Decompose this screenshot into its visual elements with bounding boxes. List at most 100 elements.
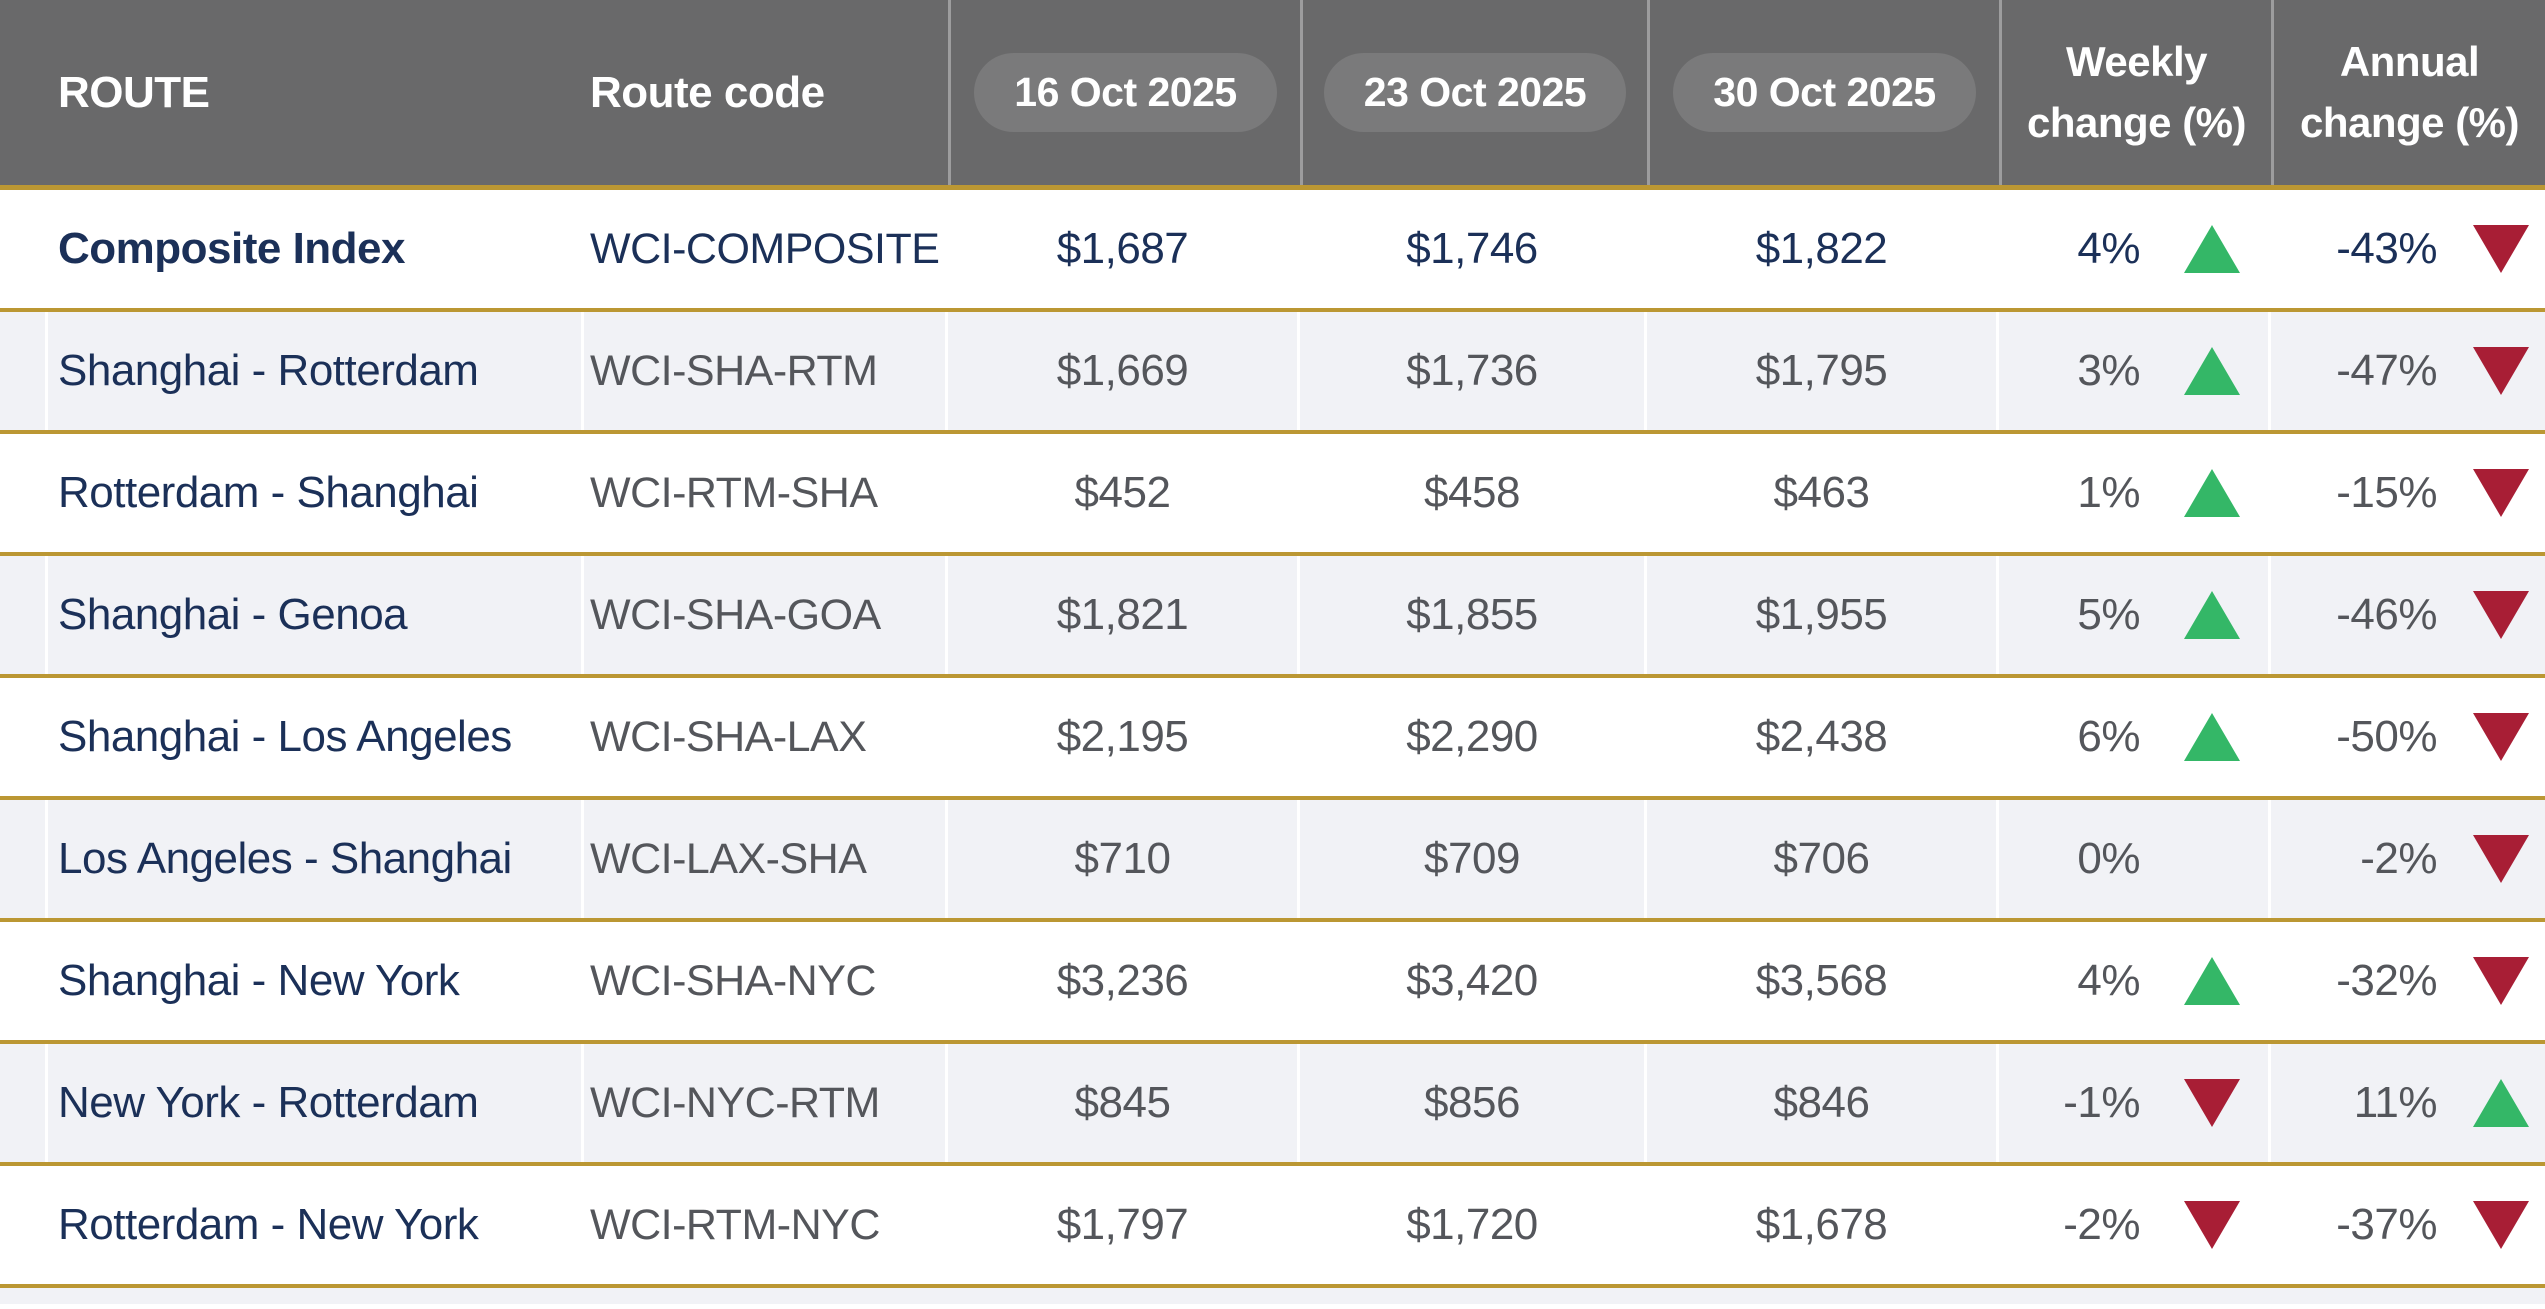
annual-change-label-line2: change (%) (2299, 98, 2520, 146)
route-name-cell: Shanghai - Rotterdam (48, 312, 584, 430)
weekly-change-cell: 4% (1999, 922, 2271, 1040)
table-row: New York - Rotterdam WCI-NYC-RTM $845 $8… (0, 1044, 2545, 1166)
price-cell-date-1: $3,236 (948, 922, 1300, 1040)
next-row-partial (0, 1288, 2545, 1304)
column-header-date-3: 30 Oct 2025 (1647, 0, 1999, 185)
annual-trend-arrow-icon (2473, 225, 2529, 273)
annual-trend-arrow-icon (2473, 591, 2529, 639)
table-row: Composite Index WCI-COMPOSITE $1,687 $1,… (0, 190, 2545, 312)
weekly-trend-arrow-icon (2184, 713, 2240, 761)
weekly-trend-arrow-icon (2184, 1201, 2240, 1249)
row-gutter (0, 1166, 48, 1284)
weekly-trend-arrow-icon (2184, 225, 2240, 273)
weekly-change-value: 4% (2077, 956, 2140, 1005)
table-row: Rotterdam - New York WCI-RTM-NYC $1,797 … (0, 1166, 2545, 1288)
annual-trend-arrow-icon (2473, 347, 2529, 395)
weekly-trend-arrow-icon (2184, 347, 2240, 395)
annual-change-cell: -50% (2271, 678, 2545, 796)
table-row: Shanghai - Los Angeles WCI-SHA-LAX $2,19… (0, 678, 2545, 800)
weekly-change-value: 5% (2077, 590, 2140, 639)
route-code-cell: WCI-LAX-SHA (584, 800, 948, 918)
annual-change-value: -32% (2336, 956, 2437, 1005)
annual-trend-arrow-icon (2473, 1201, 2529, 1249)
price-cell-date-2: $3,420 (1300, 922, 1647, 1040)
price-cell-date-1: $452 (948, 434, 1300, 552)
route-name-cell: Shanghai - New York (48, 922, 584, 1040)
table-row: Shanghai - Genoa WCI-SHA-GOA $1,821 $1,8… (0, 556, 2545, 678)
row-gutter (0, 800, 48, 918)
price-cell-date-2: $2,290 (1300, 678, 1647, 796)
route-name-cell: Los Angeles - Shanghai (48, 800, 584, 918)
price-cell-date-3: $463 (1647, 434, 1999, 552)
annual-change-cell: -37% (2271, 1166, 2545, 1284)
weekly-change-value: 3% (2077, 346, 2140, 395)
weekly-trend-arrow-icon (2184, 957, 2240, 1005)
weekly-change-value: 6% (2077, 712, 2140, 761)
route-code-cell: WCI-COMPOSITE (584, 190, 948, 308)
annual-change-value: -46% (2336, 590, 2437, 639)
price-cell-date-3: $1,795 (1647, 312, 1999, 430)
annual-change-value: -43% (2336, 224, 2437, 273)
annual-trend-arrow-icon (2473, 469, 2529, 517)
annual-change-value: 11% (2353, 1078, 2438, 1127)
route-code-cell: WCI-SHA-LAX (584, 678, 948, 796)
weekly-change-cell: -1% (1999, 1044, 2271, 1162)
weekly-change-cell: 3% (1999, 312, 2271, 430)
weekly-change-value: 1% (2077, 468, 2140, 517)
date-pill: 23 Oct 2025 (1323, 53, 1627, 132)
annual-change-cell: -46% (2271, 556, 2545, 674)
weekly-change-value: -1% (2063, 1078, 2140, 1127)
price-cell-date-2: $1,720 (1300, 1166, 1647, 1284)
price-cell-date-1: $1,797 (948, 1166, 1300, 1284)
weekly-change-cell: 5% (1999, 556, 2271, 674)
annual-change-value: -47% (2336, 346, 2437, 395)
weekly-change-value: 0% (2077, 834, 2140, 883)
price-cell-date-1: $2,195 (948, 678, 1300, 796)
route-code-cell: WCI-SHA-RTM (584, 312, 948, 430)
weekly-change-cell: 0% (1999, 800, 2271, 918)
table-header-row: ROUTE Route code 16 Oct 2025 23 Oct 2025… (0, 0, 2545, 190)
price-cell-date-2: $1,746 (1300, 190, 1647, 308)
row-gutter (0, 190, 48, 308)
weekly-trend-arrow-icon (2184, 1079, 2240, 1127)
table-row: Los Angeles - Shanghai WCI-LAX-SHA $710 … (0, 800, 2545, 922)
weekly-change-label-line2: change (%) (2026, 98, 2247, 146)
price-cell-date-1: $1,687 (948, 190, 1300, 308)
route-name-cell: Shanghai - Genoa (48, 556, 584, 674)
annual-trend-arrow-icon (2473, 835, 2529, 883)
annual-trend-arrow-icon (2473, 957, 2529, 1005)
weekly-trend-arrow-icon (2184, 591, 2240, 639)
weekly-change-cell: 4% (1999, 190, 2271, 308)
route-code-header-label: Route code (590, 67, 825, 117)
annual-change-value: -37% (2336, 1200, 2437, 1249)
weekly-trend-arrow-icon (2184, 469, 2240, 517)
price-cell-date-3: $1,678 (1647, 1166, 1999, 1284)
price-cell-date-2: $1,736 (1300, 312, 1647, 430)
route-code-cell: WCI-SHA-NYC (584, 922, 948, 1040)
weekly-change-value: -2% (2063, 1200, 2140, 1249)
table-row: Shanghai - Rotterdam WCI-SHA-RTM $1,669 … (0, 312, 2545, 434)
annual-change-value: -50% (2336, 712, 2437, 761)
column-header-route: ROUTE (0, 0, 584, 185)
route-name-cell: Composite Index (48, 190, 584, 308)
row-gutter (0, 1044, 48, 1162)
row-gutter (0, 434, 48, 552)
price-cell-date-2: $458 (1300, 434, 1647, 552)
weekly-change-cell: 1% (1999, 434, 2271, 552)
price-cell-date-1: $710 (948, 800, 1300, 918)
annual-change-cell: -47% (2271, 312, 2545, 430)
route-code-cell: WCI-NYC-RTM (584, 1044, 948, 1162)
weekly-change-value: 4% (2077, 224, 2140, 273)
annual-change-label-line1: Annual (2339, 37, 2480, 85)
table-row: Rotterdam - Shanghai WCI-RTM-SHA $452 $4… (0, 434, 2545, 556)
column-header-weekly-change: Weekly change (%) (1999, 0, 2271, 185)
price-cell-date-3: $706 (1647, 800, 1999, 918)
column-header-annual-change: Annual change (%) (2271, 0, 2545, 185)
price-cell-date-3: $1,822 (1647, 190, 1999, 308)
weekly-change-label-line1: Weekly (2066, 37, 2208, 85)
annual-change-cell: -2% (2271, 800, 2545, 918)
price-cell-date-2: $1,855 (1300, 556, 1647, 674)
route-header-label: ROUTE (58, 67, 210, 117)
annual-change-cell: 11% (2271, 1044, 2545, 1162)
route-name-cell: Rotterdam - Shanghai (48, 434, 584, 552)
